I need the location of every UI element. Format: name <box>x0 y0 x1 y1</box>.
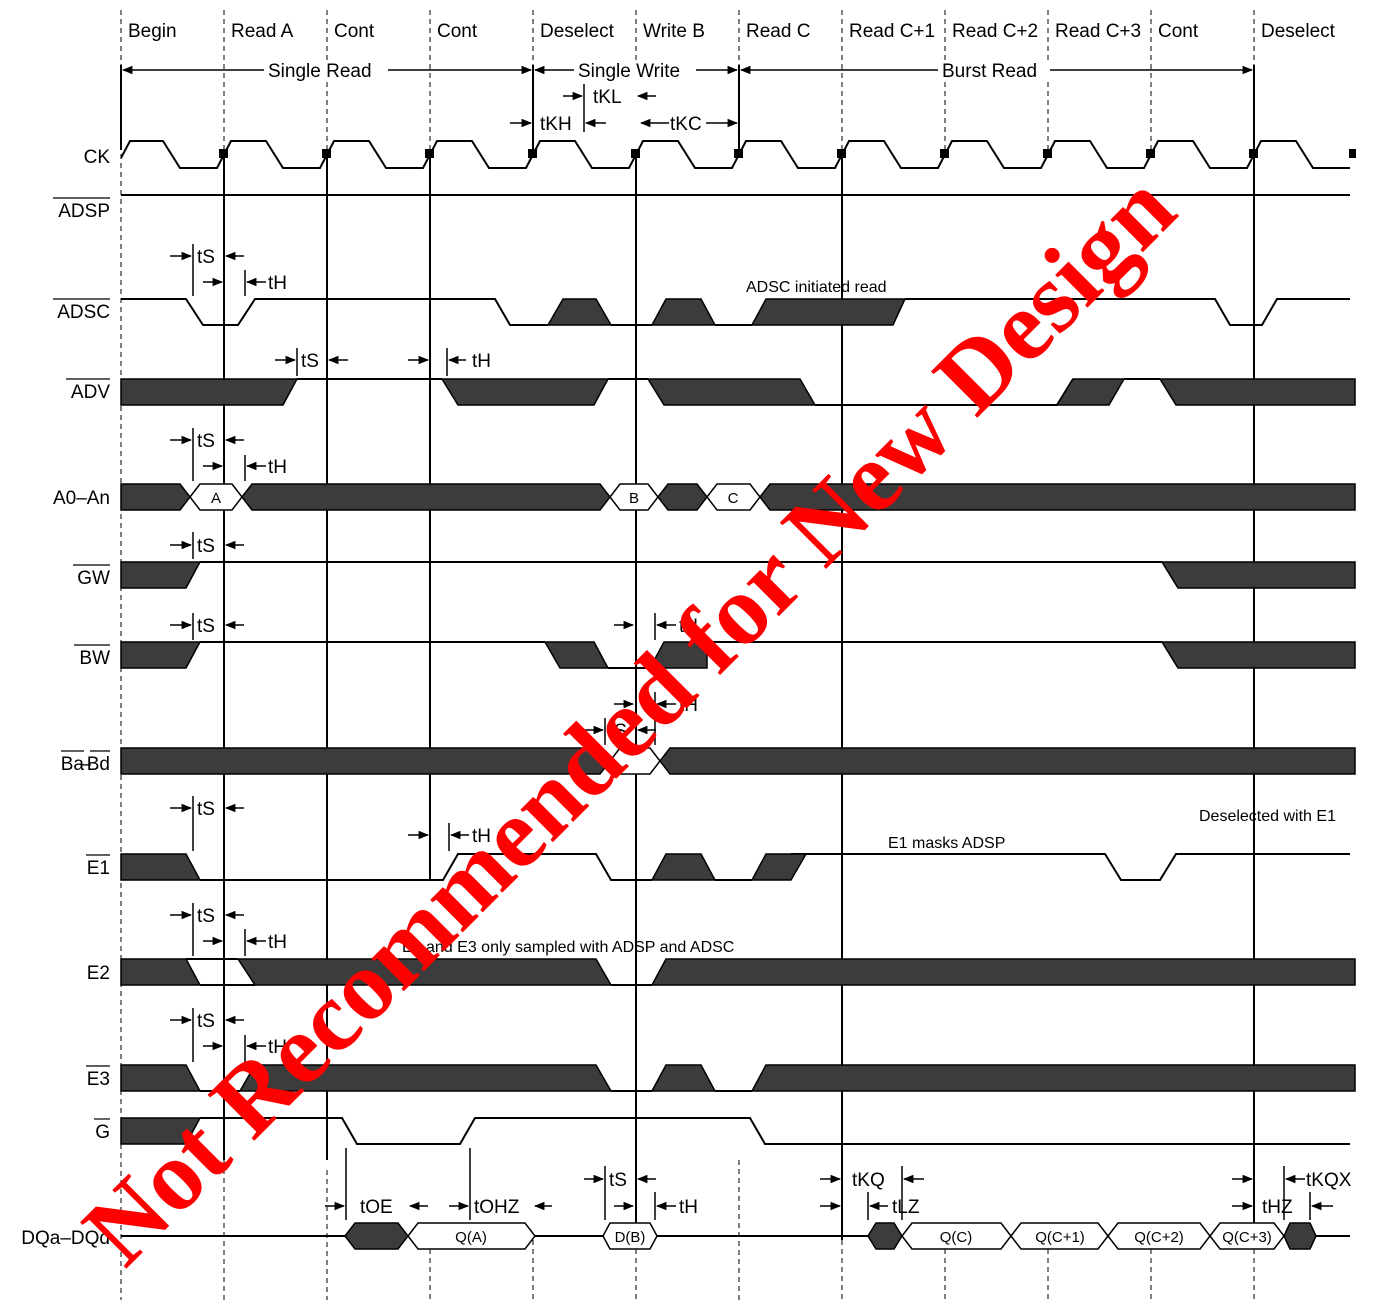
ts-label: tS <box>197 616 215 637</box>
signal-e1: E1 <box>87 858 110 879</box>
byte-enable-bus <box>120 747 1356 775</box>
address-value-c: C <box>728 490 739 507</box>
th-label: tH <box>268 932 287 953</box>
ck-sample-markers <box>219 149 1356 158</box>
signal-adsp: ADSP <box>58 201 110 222</box>
bw-dont-care <box>120 641 1356 669</box>
phase-label: Write B <box>643 21 705 42</box>
th-label: tH <box>472 826 491 847</box>
phase-label: Begin <box>128 21 177 42</box>
tkq-label: tKQ <box>852 1170 885 1191</box>
ts-label: tS <box>197 799 215 820</box>
single-write-label: Single Write <box>578 61 680 82</box>
e3-dont-care <box>120 1064 1356 1092</box>
th-label: tH <box>679 695 698 716</box>
phase-label: Cont <box>1158 21 1199 42</box>
bw-waveform <box>200 641 1162 669</box>
signal-ba-bd-dash: – <box>80 754 91 775</box>
signal-g: G <box>95 1122 110 1143</box>
phase-label: Deselect <box>540 21 615 42</box>
th-label: tH <box>268 457 287 478</box>
thz-label: tHZ <box>1262 1197 1293 1218</box>
th-label: tH <box>472 351 491 372</box>
g-waveform <box>200 1117 1350 1145</box>
dq-value-qc: Q(C) <box>940 1229 973 1246</box>
toe-label: tOE <box>360 1197 393 1218</box>
th-label: tH <box>679 1197 698 1218</box>
signal-e3: E3 <box>87 1069 110 1090</box>
dq-value-qc1: Q(C+1) <box>1035 1229 1085 1246</box>
note-e1-masks-adsp: E1 masks ADSP <box>888 835 1005 852</box>
clock-timing <box>510 84 739 132</box>
phase-label: Read C+1 <box>849 21 935 42</box>
tkqx-label: tKQX <box>1306 1170 1352 1191</box>
e2-waveform <box>186 958 652 986</box>
signal-adv: ADV <box>71 382 110 403</box>
g-dont-care <box>120 1117 202 1145</box>
note-e2-e3-sampled: E2 and E3 only sampled with ADSP and ADS… <box>402 939 734 956</box>
ck-waveform <box>120 140 1350 169</box>
adsc-waveform <box>121 298 1350 326</box>
signal-names: CK ADSP ADSC ADV A0–An GW BW Ba – Bd E1 … <box>21 147 110 1249</box>
e1-dont-care <box>120 853 808 881</box>
signal-ck: CK <box>84 147 111 168</box>
phase-label: Cont <box>334 21 375 42</box>
th-label: tH <box>679 616 698 637</box>
dq-value-qa: Q(A) <box>455 1229 487 1246</box>
ts-label: tS <box>197 536 215 557</box>
dq-value-qc3: Q(C+3) <box>1222 1229 1272 1246</box>
adv-dont-care <box>120 378 1356 406</box>
data-bus <box>121 1222 1350 1250</box>
signal-ba: Ba <box>61 754 85 775</box>
signal-gw: GW <box>77 568 110 589</box>
single-read-label: Single Read <box>268 61 372 82</box>
ts-label: tS <box>197 1011 215 1032</box>
th-label: tH <box>268 1037 287 1058</box>
note-adsc-initiated-read: ADSC initiated read <box>746 279 887 296</box>
e1-waveform <box>200 853 1350 881</box>
adsc-dont-care <box>546 298 907 326</box>
phase-label: Read C+3 <box>1055 21 1141 42</box>
tkl-label: tKL <box>593 87 622 108</box>
setup-hold-labels: tS tH tS tH tS tH tS tS tH tH tS tS tH t… <box>197 247 1352 1218</box>
signal-addr: A0–An <box>53 488 110 509</box>
address-value-a: A <box>211 490 221 507</box>
setup-hold-markers <box>170 244 1333 1220</box>
burst-read-label: Burst Read <box>942 61 1037 82</box>
watermark-text: Not Recommended for New Design <box>62 152 1196 1286</box>
tkh-label: tKH <box>540 114 572 135</box>
ts-label: tS <box>197 906 215 927</box>
dq-value-db: D(B) <box>615 1229 646 1246</box>
phase-label: Read A <box>231 21 294 42</box>
phase-label: Read C+2 <box>952 21 1038 42</box>
phase-label: Read C <box>746 21 810 42</box>
address-value-b: B <box>629 490 639 507</box>
gw-dont-care <box>120 561 1356 589</box>
dq-value-qc2: Q(C+2) <box>1134 1229 1184 1246</box>
phase-label: Deselect <box>1261 21 1336 42</box>
ts-label: tS <box>609 1170 627 1191</box>
signal-adsc: ADSC <box>57 302 110 323</box>
e2-dont-care <box>120 958 1356 986</box>
note-deselected-with-e1: Deselected with E1 <box>1199 808 1336 825</box>
ts-label: tS <box>197 431 215 452</box>
tkc-label: tKC <box>670 114 702 135</box>
signal-bd: Bd <box>87 754 110 775</box>
signal-dq: DQa–DQd <box>21 1228 110 1249</box>
phase-label: Cont <box>437 21 478 42</box>
ts-label: tS <box>301 351 319 372</box>
address-bus <box>120 483 1356 511</box>
tohz-label: tOHZ <box>474 1197 520 1218</box>
signal-bw: BW <box>79 648 110 669</box>
th-label: tH <box>268 273 287 294</box>
tlz-label: tLZ <box>892 1197 920 1218</box>
phase-labels: Begin Read A Cont Cont Deselect Write B … <box>128 21 1336 42</box>
ts-label: tS <box>609 721 627 742</box>
active-low-overbars <box>53 197 110 1120</box>
signal-e2: E2 <box>87 963 110 984</box>
ts-label: tS <box>197 247 215 268</box>
